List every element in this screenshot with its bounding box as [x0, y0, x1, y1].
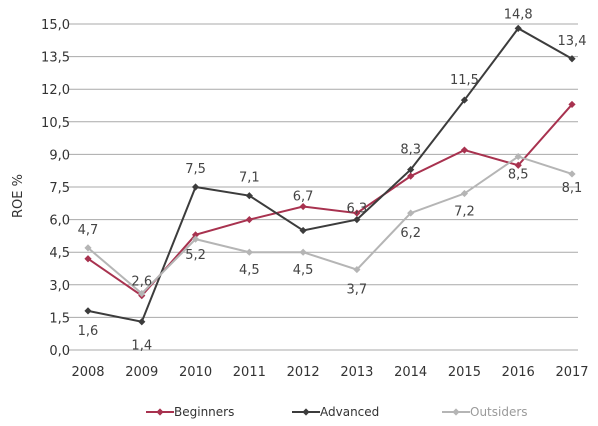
series-line-advanced: [87, 27, 573, 323]
data-point-outsiders: [460, 189, 469, 198]
data-point-outsiders: [191, 235, 200, 243]
data-point-outsiders: [84, 244, 92, 252]
data-label-outsiders: 8,1: [562, 181, 583, 196]
x-tick-label: 2013: [340, 365, 373, 380]
y-tick-label: 0,0: [49, 344, 70, 359]
data-label-outsiders: 8,5: [508, 168, 529, 183]
data-point-outsiders: [299, 248, 307, 256]
data-point-advanced: [460, 96, 469, 104]
x-tick-label: 2010: [179, 365, 212, 380]
x-tick-label: 2008: [71, 365, 104, 380]
data-label-outsiders: 6,2: [400, 226, 421, 241]
y-tick-label: 4,5: [49, 246, 70, 261]
data-point-beginners: [514, 161, 522, 169]
x-tick-label: 2017: [555, 365, 588, 380]
data-point-advanced: [245, 192, 253, 200]
x-tick-label: 2015: [448, 365, 481, 380]
x-tick-label: 2012: [287, 365, 320, 380]
data-point-beginners: [84, 255, 92, 263]
data-point-outsiders: [407, 209, 415, 217]
data-point-advanced: [299, 226, 307, 235]
legend-swatch-marker: [302, 408, 310, 416]
legend-swatch-marker: [452, 408, 460, 416]
legend: Beginners Advanced Outsiders: [146, 405, 528, 419]
y-tick-label: 9,0: [49, 148, 70, 163]
data-label-advanced: 8,3: [400, 143, 421, 158]
data-label-outsiders: 5,2: [185, 248, 206, 263]
series-line-outsiders: [87, 155, 573, 295]
data-point-advanced: [84, 307, 92, 315]
series-line-beginners: [87, 103, 573, 297]
data-point-outsiders: [245, 248, 253, 256]
data-point-advanced: [407, 166, 415, 174]
legend-swatch-marker: [156, 408, 164, 416]
y-tick-label: 1,5: [49, 311, 70, 326]
data-label-advanced: 7,5: [185, 162, 206, 177]
data-point-outsiders: [138, 289, 146, 298]
y-tick-label: 6,0: [49, 214, 70, 229]
data-labels: 1,6 1,4 7,5 7,1 6,7 6,3 8,3 11,5 14,8 13,4 4,7 2,6 5…: [78, 7, 587, 353]
grid-lines: [68, 23, 578, 351]
data-label-outsiders: 2,6: [131, 274, 152, 289]
y-tick-label: 10,5: [41, 116, 70, 131]
data-point-advanced: [514, 24, 522, 32]
data-point-beginners: [353, 209, 361, 217]
data-point-beginners: [245, 216, 253, 224]
x-tick-label: 2011: [233, 365, 266, 380]
y-tick-label: 3,0: [49, 279, 70, 294]
data-label-outsiders: 4,7: [78, 223, 99, 238]
data-label-advanced: 11,5: [450, 73, 479, 88]
data-label-outsiders: 3,7: [347, 283, 368, 298]
data-point-outsiders: [353, 265, 361, 274]
x-tick-labels: 2008 2009 2010 2011 2012 2013 2014 2015 2016 2017: [71, 365, 588, 380]
x-tick-label: 2016: [502, 365, 535, 380]
legend-label-outsiders: Outsiders: [470, 405, 528, 419]
data-label-advanced: 6,3: [347, 202, 368, 217]
series-lines: [84, 24, 576, 326]
data-label-advanced: 1,4: [131, 339, 152, 354]
data-point-advanced: [568, 55, 576, 63]
y-tick-label: 7,5: [49, 181, 70, 196]
data-label-outsiders: 7,2: [454, 205, 475, 220]
data-label-advanced: 13,4: [558, 34, 587, 49]
x-tick-label: 2014: [394, 365, 427, 380]
data-point-beginners: [299, 202, 307, 211]
data-label-outsiders: 4,5: [293, 263, 314, 278]
data-point-outsiders: [568, 170, 576, 178]
data-label-outsiders: 4,5: [239, 263, 260, 278]
data-point-outsiders: [514, 152, 522, 161]
x-tick-label: 2009: [125, 365, 158, 380]
data-point-advanced: [191, 183, 200, 191]
y-tick-label: 12,0: [41, 83, 70, 98]
data-label-advanced: 7,1: [239, 171, 260, 186]
data-point-beginners: [568, 100, 576, 109]
data-point-advanced: [138, 318, 146, 326]
legend-label-beginners: Beginners: [174, 405, 234, 419]
data-point-beginners: [407, 172, 415, 180]
y-tick-labels: 0,0 1,5 3,0 4,5 6,0 7,5 9,0 10,5 12,0 13,5 15,0: [41, 18, 70, 359]
y-tick-label: 13,5: [41, 51, 70, 66]
data-label-advanced: 6,7: [293, 189, 314, 204]
y-tick-label: 15,0: [41, 18, 70, 33]
y-axis-label: ROE %: [11, 174, 26, 218]
data-label-advanced: 1,6: [78, 324, 99, 339]
data-point-advanced: [353, 216, 361, 224]
data-label-advanced: 14,8: [504, 7, 533, 22]
data-point-beginners: [460, 146, 469, 154]
legend-label-advanced: Advanced: [320, 405, 379, 419]
data-point-beginners: [191, 231, 200, 239]
